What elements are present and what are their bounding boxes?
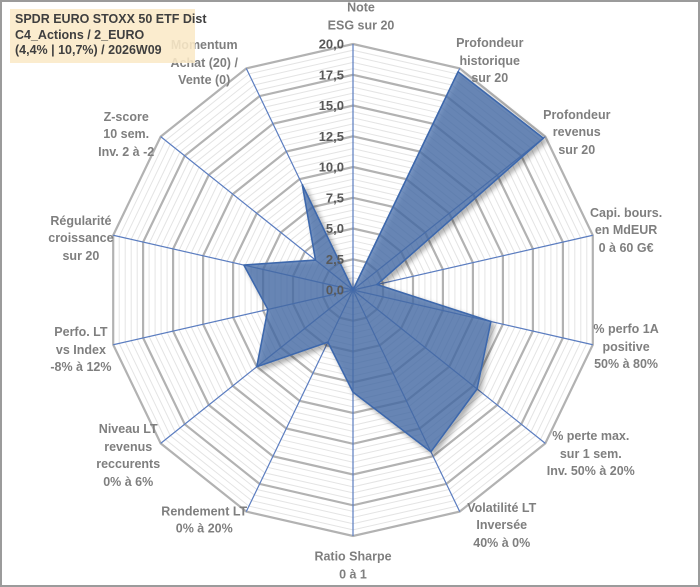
- radial-tick-label: 7,5: [326, 190, 344, 205]
- radial-tick-label: 15,0: [319, 98, 344, 113]
- radial-tick-label: 5,0: [326, 221, 344, 236]
- etf-title-box: SPDR EURO STOXX 50 ETF Dist C4_Actions /…: [10, 9, 207, 63]
- radial-tick-label: 17,5: [319, 67, 344, 82]
- etf-category: C4_Actions / 2_EURO: [15, 27, 145, 42]
- etf-perf-week: (4,4% | 10,7%) / 2026W09: [15, 43, 162, 57]
- radial-tick-label: 12,5: [319, 129, 344, 144]
- radial-tick-label: 20,0: [319, 37, 344, 52]
- radial-tick-label: 10,0: [319, 160, 344, 175]
- data-series-area: [243, 70, 545, 453]
- etf-name: SPDR EURO STOXX 50 ETF Dist: [15, 12, 207, 26]
- radial-tick-label: 0,0: [326, 283, 344, 298]
- radial-tick-label: 2,5: [326, 252, 344, 267]
- axis-spoke-capi-bours: [352, 234, 593, 291]
